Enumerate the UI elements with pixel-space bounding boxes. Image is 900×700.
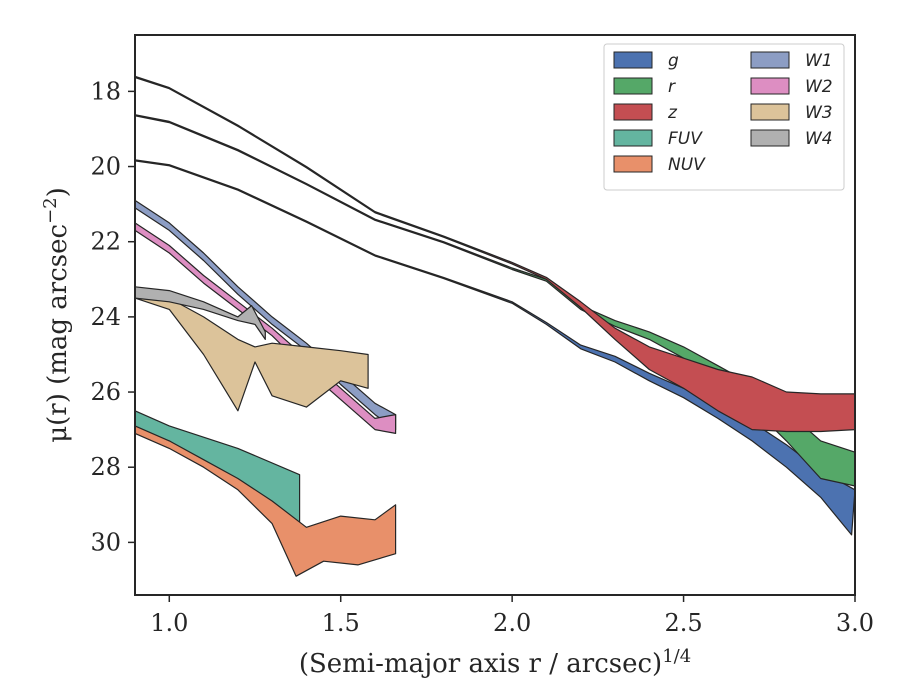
legend-label-z: z [667, 103, 678, 123]
x-tick-label: 2.5 [664, 609, 702, 637]
legend-label-NUV: NUV [668, 155, 706, 175]
legend-swatch-z [613, 103, 653, 121]
y-axis-label: μ(r) (mag arcsec−2) [40, 187, 74, 443]
legend-label-W2: W2 [805, 77, 833, 97]
y-axis-ticks: 18 20 22 24 26 28 30 [90, 77, 135, 556]
x-tick-label: 1.0 [150, 609, 188, 637]
legend-label-FUV: FUV [668, 129, 703, 149]
legend-swatch-W3 [750, 103, 790, 121]
y-tick-label: 26 [90, 378, 121, 406]
legend: grz FUV NUV W1 W2 W3 W4 [603, 43, 845, 191]
x-tick-label: 3.0 [836, 609, 874, 637]
band-W3 [134, 290, 369, 412]
plot-frame [134, 34, 856, 596]
legend-swatch-FUV [613, 129, 653, 147]
y-tick-label: 30 [90, 528, 121, 556]
x-tick-label: 2.0 [493, 609, 531, 637]
legend-label-g: g [668, 51, 679, 71]
y-tick-label: 22 [90, 228, 121, 256]
y-tick-label: 20 [90, 153, 121, 181]
legend-swatch-W1 [750, 51, 790, 69]
y-tick-label: 24 [90, 303, 121, 331]
legend-swatch-r [613, 77, 653, 95]
band-g [134, 159, 856, 536]
legend-label-W1: W1 [805, 51, 833, 71]
legend-swatch-W4 [750, 129, 790, 147]
legend-label-r: r [668, 77, 676, 97]
x-tick-label: 1.5 [322, 609, 360, 637]
legend-swatch-NUV [613, 155, 653, 173]
band-W2 [134, 222, 397, 434]
band-W4 [134, 286, 266, 340]
y-tick-label: 28 [90, 453, 121, 481]
x-axis-ticks: 1.0 1.5 2.0 2.5 3.0 [150, 595, 874, 637]
legend-swatch-g [613, 51, 653, 69]
x-axis-label: (Semi-major axis r / arcsec)1/4 [299, 646, 691, 680]
legend-swatch-W2 [750, 77, 790, 95]
legend-label-W3: W3 [805, 103, 833, 123]
band-NUV [134, 425, 397, 577]
y-tick-label: 18 [90, 77, 121, 105]
legend-label-W4: W4 [805, 129, 833, 149]
data-bands [134, 75, 856, 577]
